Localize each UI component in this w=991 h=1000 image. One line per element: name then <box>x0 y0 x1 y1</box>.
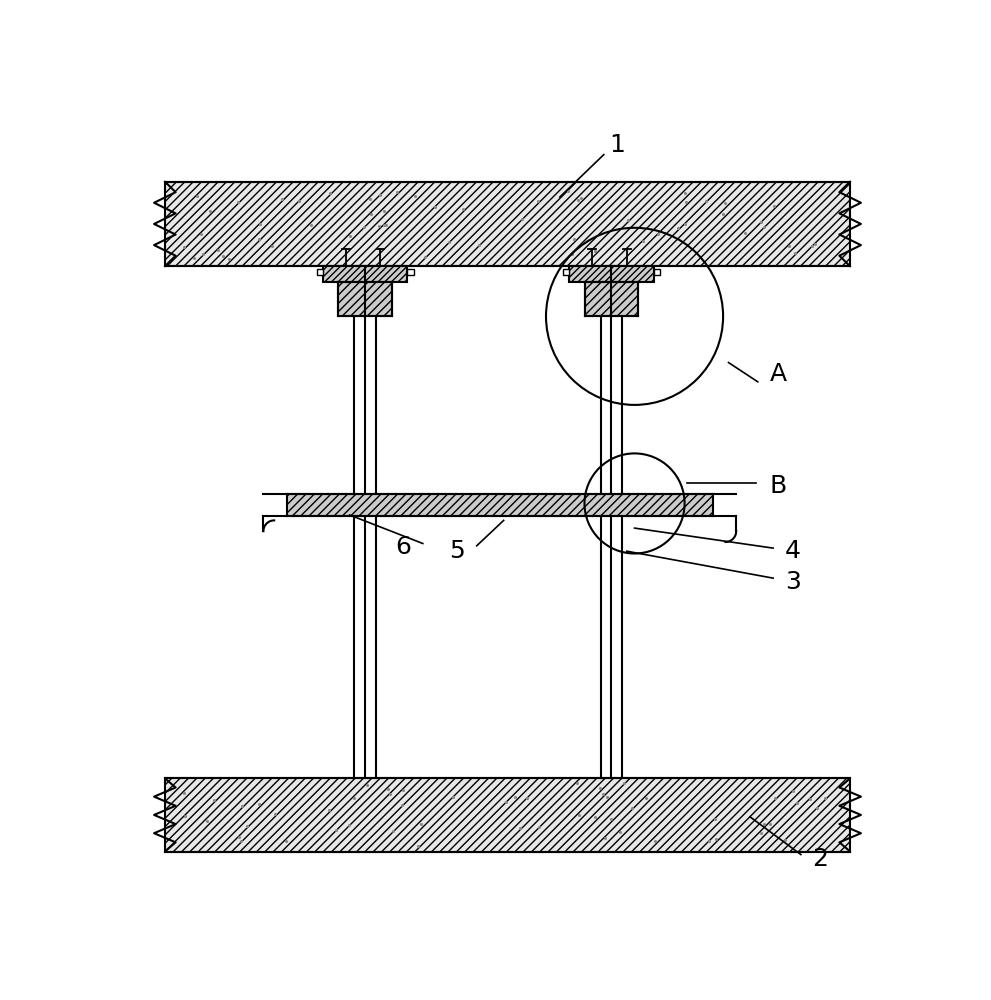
Bar <box>407 269 413 275</box>
Bar <box>569 266 654 282</box>
Text: B: B <box>769 474 787 498</box>
Text: 1: 1 <box>609 133 625 157</box>
Bar <box>165 778 850 852</box>
Text: 4: 4 <box>785 539 801 563</box>
Text: A: A <box>769 362 787 386</box>
Bar <box>165 182 850 266</box>
Text: 5: 5 <box>449 539 465 563</box>
Bar <box>563 269 569 275</box>
Bar <box>585 282 638 316</box>
Text: 2: 2 <box>812 847 827 871</box>
Text: 6: 6 <box>395 535 411 559</box>
Bar <box>286 494 714 516</box>
Bar <box>654 269 660 275</box>
Bar <box>338 282 392 316</box>
Text: 3: 3 <box>785 570 801 594</box>
Bar <box>323 266 407 282</box>
Bar <box>316 269 323 275</box>
